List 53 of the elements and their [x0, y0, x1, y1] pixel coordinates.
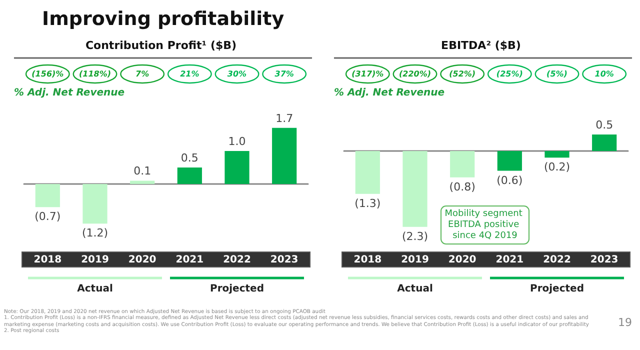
text: (52%): [449, 70, 476, 78]
data-label: 1.0: [228, 135, 246, 148]
chart-subtitle: Contribution Profit¹ ($B): [85, 39, 237, 52]
text: 30%: [227, 70, 247, 78]
data-label: (1.2): [82, 226, 108, 240]
x-tick-label: 2022: [543, 254, 571, 266]
text: 10%: [594, 70, 614, 78]
x-tick-label: 2020: [128, 254, 156, 266]
data-label: 0.5: [180, 152, 198, 164]
x-tick-label: 2021: [176, 254, 204, 266]
text: 21%: [180, 70, 200, 78]
data-label: (0.6): [496, 174, 523, 187]
x-tick-label: 2019: [81, 254, 109, 266]
data-label: 1.7: [276, 112, 294, 125]
bar: [35, 184, 60, 208]
text: Actual: [397, 284, 433, 294]
text: Projected: [530, 284, 584, 294]
data-label: 0.5: [596, 118, 614, 132]
data-label: (0.2): [544, 160, 570, 174]
x-tick-label: 2018: [354, 254, 382, 266]
data-label: 0.1: [134, 164, 152, 178]
text: 19: [618, 316, 632, 329]
text: Projected: [210, 284, 264, 294]
text: (118%): [78, 70, 112, 78]
annotation: Mobility segment EBITDA positive since 4Q 2019: [444, 209, 526, 241]
x-tick-label: 2023: [270, 254, 298, 266]
bar: [130, 180, 155, 184]
chart-title: Improving profitability: [42, 8, 284, 30]
x-tick-label: 2023: [590, 254, 618, 266]
text: % Adj. Net Revenue: [334, 88, 445, 98]
text: (317)%: [352, 70, 384, 78]
text: Actual: [77, 284, 113, 294]
data-label: (1.3): [354, 196, 381, 210]
x-tick-label: 2021: [496, 254, 524, 266]
x-tick-label: 2018: [34, 254, 62, 266]
data-label: (0.7): [34, 210, 61, 224]
bar: [177, 168, 202, 184]
text: (25%): [496, 70, 523, 78]
data-label: (0.8): [449, 180, 476, 194]
text: % Adj. Net Revenue: [14, 88, 125, 98]
bar: [272, 128, 297, 184]
bar: [224, 151, 250, 184]
text: 7%: [136, 70, 150, 78]
text: (220%): [398, 70, 432, 78]
text: (5%): [546, 70, 568, 78]
x-tick-label: 2020: [448, 254, 476, 266]
x-tick-label: 2019: [401, 254, 429, 266]
data-label: (2.3): [402, 230, 428, 243]
bar: [82, 184, 108, 224]
text: 37%: [274, 70, 294, 78]
text: (156)%: [32, 70, 64, 78]
chart-subtitle: EBITDA² ($B): [441, 39, 521, 52]
x-tick-label: 2022: [223, 254, 251, 266]
